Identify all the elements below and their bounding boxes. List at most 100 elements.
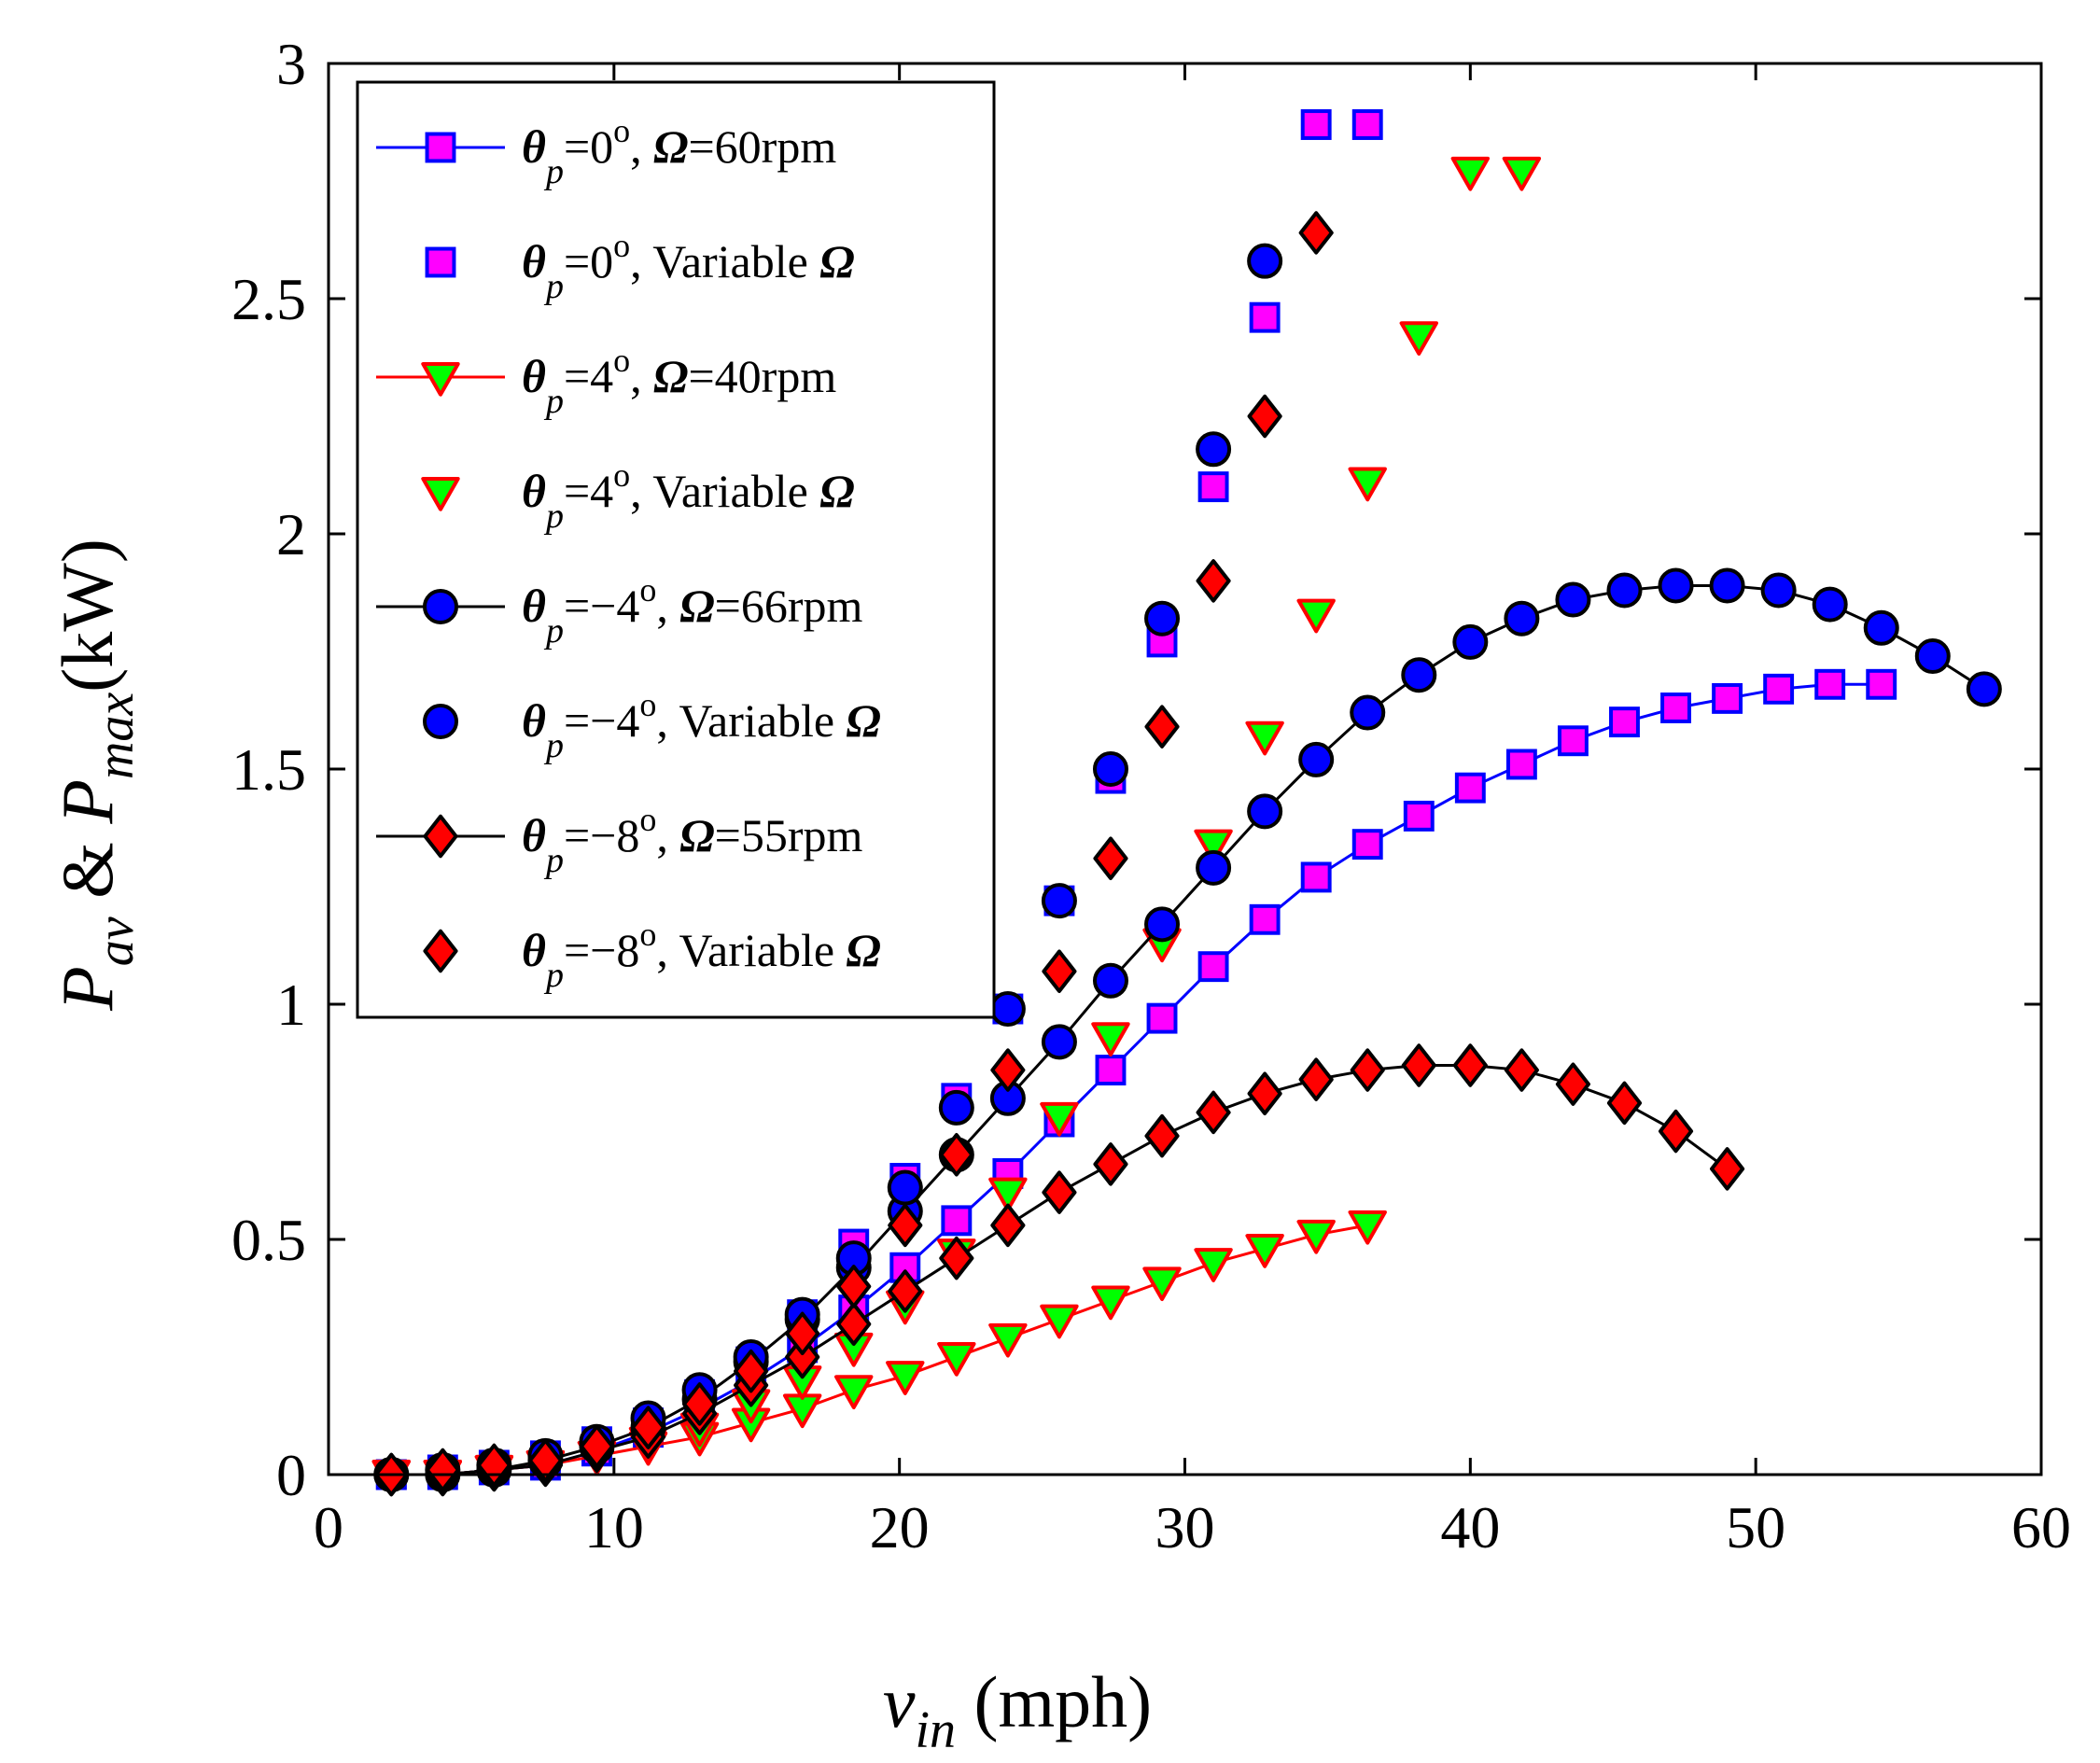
series-8-point — [682, 1382, 718, 1426]
series-7-point — [1710, 1147, 1745, 1191]
series-8-point — [939, 1133, 974, 1177]
legend-entry: θp=−4o, Ω=66rpm — [376, 571, 863, 651]
series-8-point — [734, 1349, 769, 1393]
legend-label: θp=−8o, Ω=55rpm — [522, 801, 863, 880]
series-1-point — [1814, 668, 1846, 700]
series-layer — [371, 109, 2002, 1497]
series-5-point — [1350, 694, 1386, 731]
series-7-point — [785, 1335, 820, 1379]
series-7-point — [1350, 1048, 1385, 1092]
series-2-point — [1351, 109, 1383, 140]
series-3-point — [937, 1341, 976, 1377]
series-6-point — [1041, 883, 1077, 919]
series-1-point — [1095, 1055, 1127, 1086]
series-6-point — [1092, 751, 1128, 787]
series-7-point — [939, 1236, 974, 1280]
series-5-point — [1247, 793, 1283, 830]
y-tick-label: 1.5 — [231, 736, 306, 803]
series-1-point — [1557, 725, 1589, 757]
y-tick-label: 3 — [276, 31, 306, 97]
series-1-point — [1866, 668, 1897, 700]
series-8-point — [1042, 949, 1077, 993]
series-6-point — [887, 1169, 923, 1206]
series-7-point — [1196, 1090, 1231, 1135]
series-5-point — [1606, 572, 1643, 609]
series-4-point — [1091, 1022, 1130, 1056]
series-2-point — [1249, 301, 1281, 333]
y-tick-label: 1 — [276, 972, 306, 1038]
legend-marker — [423, 704, 458, 739]
legend-label: θp=−4o, Ω=66rpm — [522, 571, 863, 651]
legend-label: θp=0o, Variable Ω — [522, 227, 855, 306]
x-tick-label: 30 — [1155, 1494, 1215, 1560]
series-5-point — [1196, 849, 1232, 886]
legend-entry: θp=4o, Variable Ω — [421, 456, 855, 536]
legend-box — [356, 80, 996, 1019]
legend-marker — [421, 361, 460, 397]
x-tick-label: 60 — [2011, 1494, 2071, 1560]
legend-marker — [423, 929, 458, 973]
x-tick-label: 20 — [870, 1494, 930, 1560]
legend-entry: θp=4o, Ω=40rpm — [376, 342, 836, 421]
series-5-point — [1709, 567, 1745, 604]
series-8-point — [579, 1424, 615, 1469]
series-8-point — [425, 1448, 460, 1492]
series-3-point — [886, 1361, 925, 1395]
series-1-point — [1660, 693, 1691, 723]
series-6-point — [1144, 600, 1181, 637]
series-5-point — [1812, 586, 1848, 623]
series-8-point — [1247, 394, 1282, 439]
series-7-point — [1504, 1048, 1539, 1092]
series-7-point — [1555, 1062, 1591, 1106]
series-8-point — [836, 1265, 872, 1308]
series-6-point — [989, 991, 1026, 1028]
series-6-point — [1196, 431, 1232, 468]
series-3-point — [1194, 1248, 1233, 1282]
series-1-point — [1351, 829, 1383, 861]
series-4-point — [1040, 1101, 1079, 1137]
series-7-point — [1247, 1071, 1282, 1116]
series-8-point — [785, 1311, 820, 1356]
series-8-point — [1196, 559, 1231, 603]
legend-entry: θp=0o, Variable Ω — [425, 227, 855, 306]
series-1-point — [1146, 1002, 1178, 1034]
series-5-point — [1760, 572, 1797, 609]
x-axis-label: vin (mph) — [883, 1661, 1152, 1759]
series-2-point — [1197, 471, 1229, 503]
series-3-point — [988, 1322, 1028, 1358]
series-5-point — [1092, 962, 1128, 999]
y-axis-label: Pav & Pmax(kW) — [47, 539, 145, 1012]
series-5-point — [1298, 741, 1335, 777]
legend-marker — [423, 814, 458, 859]
series-3-point — [1142, 1266, 1182, 1302]
series-5-point — [1401, 657, 1437, 693]
series-1-point — [941, 1205, 973, 1237]
series-4-point — [1348, 467, 1387, 502]
series-7-point — [1144, 1113, 1180, 1158]
series-1-point — [1712, 682, 1743, 714]
series-1-point — [1609, 707, 1640, 738]
series-1-point — [1249, 903, 1281, 935]
series-7-point — [1093, 1142, 1128, 1186]
series-6-point — [1247, 243, 1283, 279]
axes-layer: 0 10 20 30 40 50 60 0 0.5 1 1.5 2 2.5 3 — [231, 31, 2071, 1560]
series-7-point — [1298, 1057, 1334, 1101]
x-tick-label: 10 — [584, 1494, 644, 1560]
x-tick-label: 50 — [1726, 1494, 1785, 1560]
series-3-point — [1296, 1219, 1336, 1254]
legend-entry: θp=−8o, Variable Ω — [423, 916, 881, 995]
series-5-point — [1863, 609, 1899, 646]
series-8-point — [527, 1438, 564, 1483]
series-3-point — [1348, 1210, 1387, 1245]
series-5-point — [1966, 671, 2002, 707]
legend-marker — [425, 132, 456, 163]
series-6-point — [938, 1089, 974, 1126]
series-4-point — [1450, 156, 1491, 191]
legend-label: θp=4o, Variable Ω — [522, 456, 855, 536]
series-4-point — [1296, 598, 1336, 634]
series-7-point — [1658, 1109, 1694, 1154]
series-2-point — [1300, 109, 1332, 140]
x-tick-label: 40 — [1440, 1494, 1500, 1560]
series-8-point — [990, 1048, 1026, 1092]
